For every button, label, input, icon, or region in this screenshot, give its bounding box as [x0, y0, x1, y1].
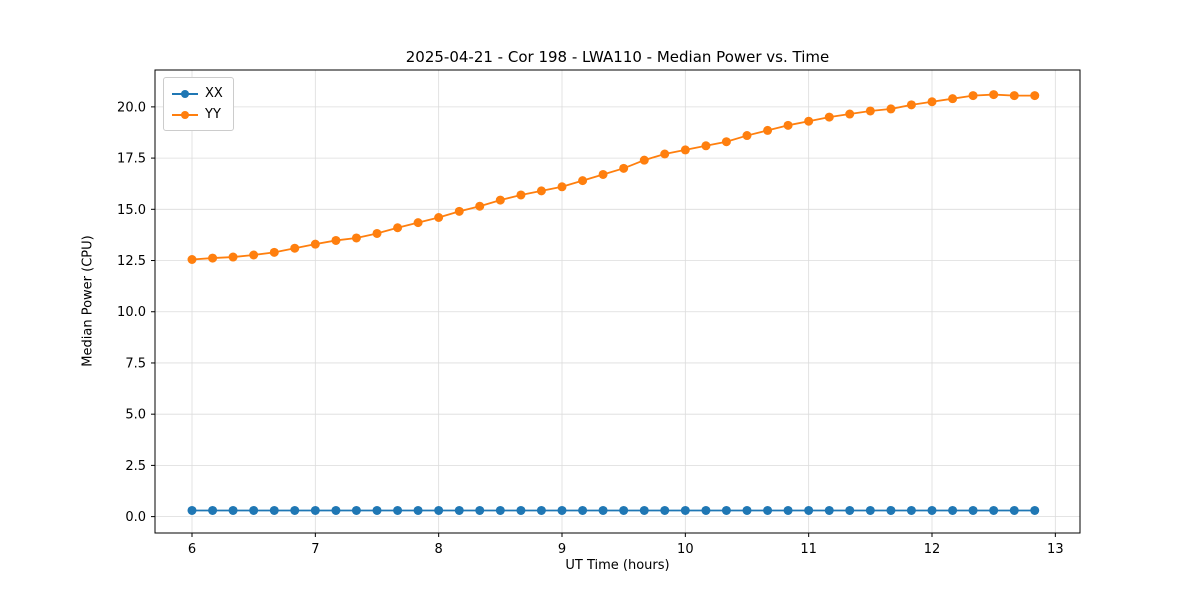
svg-text:17.5: 17.5: [117, 152, 146, 167]
x-axis-label: UT Time (hours): [565, 558, 670, 573]
svg-text:11: 11: [800, 542, 817, 557]
svg-text:2.5: 2.5: [125, 459, 146, 474]
svg-text:15.0: 15.0: [117, 203, 146, 218]
legend-marker-yy: [172, 110, 198, 120]
legend-item-yy: YY: [172, 104, 223, 125]
legend: XX YY: [163, 77, 234, 131]
legend-label-xx: XX: [205, 86, 223, 101]
svg-text:0.0: 0.0: [125, 510, 146, 525]
legend-label-yy: YY: [205, 107, 221, 122]
svg-text:5.0: 5.0: [125, 408, 146, 423]
svg-text:12.5: 12.5: [117, 254, 146, 269]
svg-text:6: 6: [188, 542, 196, 557]
svg-text:9: 9: [558, 542, 566, 557]
y-axis-label-text: Median Power (CPU): [80, 235, 96, 367]
svg-text:10: 10: [677, 542, 694, 557]
legend-marker-xx: [172, 89, 198, 99]
svg-text:12: 12: [924, 542, 941, 557]
legend-item-xx: XX: [172, 83, 223, 104]
svg-text:10.0: 10.0: [117, 305, 146, 320]
chart-title: 2025-04-21 - Cor 198 - LWA110 - Median P…: [405, 48, 830, 66]
svg-text:13: 13: [1047, 542, 1064, 557]
svg-text:8: 8: [435, 542, 443, 557]
svg-text:20.0: 20.0: [117, 100, 146, 115]
svg-text:7: 7: [311, 542, 319, 557]
svg-text:7.5: 7.5: [125, 356, 146, 371]
